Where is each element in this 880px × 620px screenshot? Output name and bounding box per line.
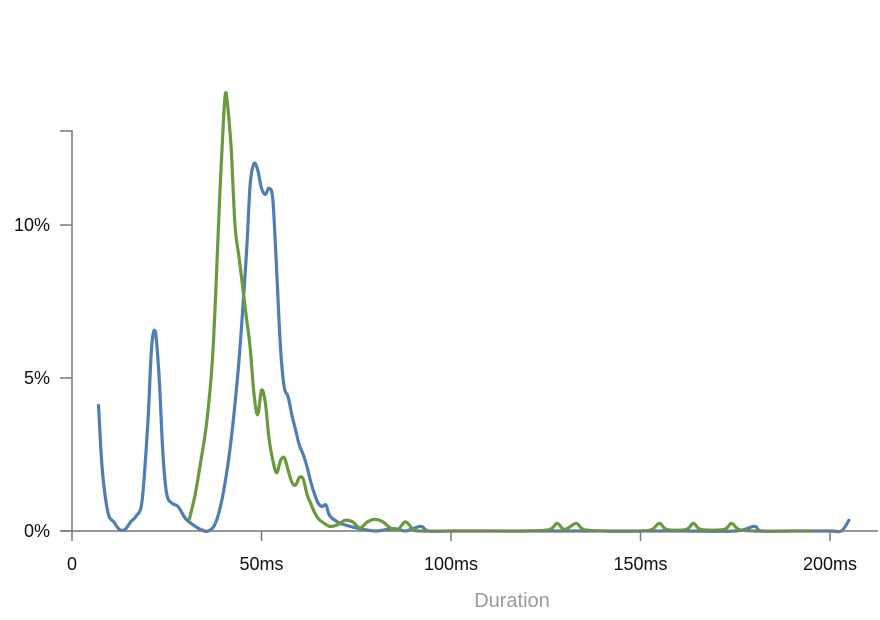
y-tick-label: 5%: [24, 368, 50, 388]
x-tick-label: 150ms: [613, 554, 667, 574]
series-line-1: [96, 161, 851, 534]
x-tick-label: 200ms: [803, 554, 857, 574]
x-tick-label: 0: [67, 554, 77, 574]
x-tick-label: 50ms: [239, 554, 283, 574]
series-layer: [96, 90, 851, 534]
x-axis-title: Duration: [474, 590, 550, 612]
x-tick-label: 100ms: [424, 554, 478, 574]
y-axis-ticks: 0% 5% 10%: [14, 130, 72, 541]
x-axis-ticks: 0 50ms 100ms 150ms 200ms: [67, 531, 857, 574]
y-tick-label: 10%: [14, 215, 50, 235]
series-line-2: [187, 90, 813, 533]
y-tick-label: 0%: [24, 521, 50, 541]
